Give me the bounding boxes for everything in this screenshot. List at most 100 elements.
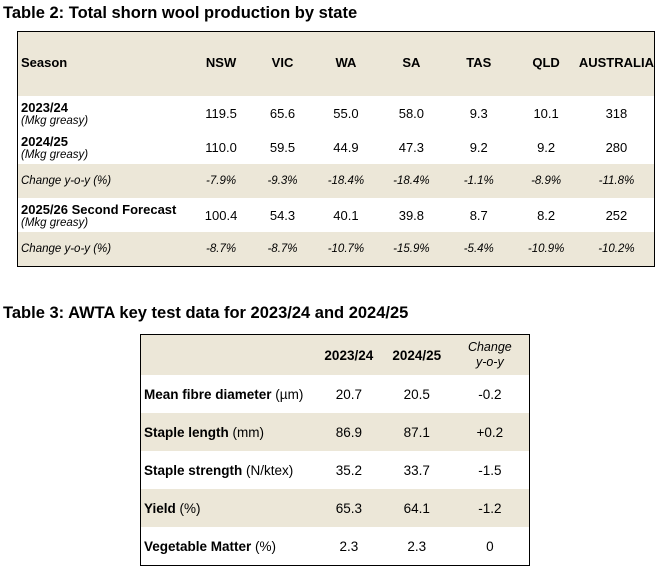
value-cell: 8.7 — [444, 198, 514, 232]
row-unit: (mm) — [228, 424, 264, 440]
value-cell: -11.8% — [578, 164, 655, 198]
change-header-line: y-o-y — [475, 355, 504, 369]
value-cell: 87.1 — [382, 413, 451, 451]
value-cell: -18.4% — [313, 164, 379, 198]
value-cell: 100.4 — [190, 198, 252, 232]
header-cell-change: Change y-o-y — [450, 334, 530, 375]
row-label-cell: 2023/24 (Mkg greasy) — [17, 96, 191, 130]
row-label-cell: Vegetable Matter (%) — [140, 527, 315, 566]
value-cell: -5.4% — [444, 232, 514, 267]
table-row: Mean fibre diameter (µm) 20.7 20.5 -0.2 — [140, 375, 530, 413]
wool-production-table: Season NSW VIC WA SA TAS QLD AUSTRALIA 2… — [17, 31, 655, 267]
value-cell: 318 — [578, 96, 655, 130]
table-row: Yield (%) 65.3 64.1 -1.2 — [140, 489, 530, 527]
row-label: Staple strength — [144, 462, 243, 478]
table-row: Staple strength (N/ktex) 35.2 33.7 -1.5 — [140, 451, 530, 489]
value-cell: -8.7% — [251, 232, 314, 267]
header-cell: 2024/25 — [382, 334, 451, 375]
value-cell: -1.5 — [450, 451, 530, 489]
table-row: Staple length (mm) 86.9 87.1 +0.2 — [140, 413, 530, 451]
value-cell: +0.2 — [450, 413, 530, 451]
header-cell — [140, 334, 315, 375]
header-cell: AUSTRALIA — [578, 31, 655, 92]
awta-test-data-table: 2023/24 2024/25 Change y-o-y Mean fibre … — [140, 334, 530, 566]
value-cell: 9.2 — [444, 130, 514, 164]
value-cell: 65.3 — [314, 489, 383, 527]
table-row: 2024/25 (Mkg greasy) 110.0 59.5 44.9 47.… — [17, 130, 655, 164]
table2-title: Table 2: Total shorn wool production by … — [3, 4, 358, 22]
row-label: Staple length — [144, 424, 229, 440]
row-unit: (%) — [251, 538, 277, 554]
header-cell: Season — [17, 31, 191, 92]
row-sublabel: (Mkg greasy) — [21, 216, 89, 229]
row-sublabel: (Mkg greasy) — [21, 114, 89, 127]
value-cell: -18.4% — [378, 164, 445, 198]
row-label: Yield — [144, 500, 176, 516]
row-label-cell: Staple strength (N/ktex) — [140, 451, 315, 489]
value-cell: 64.1 — [382, 489, 451, 527]
row-label: 2024/25 — [21, 133, 68, 149]
value-cell: 0 — [450, 527, 530, 566]
value-cell: 110.0 — [190, 130, 252, 164]
row-label: 2023/24 — [21, 99, 68, 115]
table-spacer-row — [17, 92, 655, 96]
value-cell: 40.1 — [313, 198, 379, 232]
value-cell: 9.3 — [444, 96, 514, 130]
value-cell: -7.9% — [190, 164, 252, 198]
header-cell: QLD — [513, 31, 579, 92]
row-label: 2025/26 Second Forecast — [21, 201, 177, 217]
value-cell: -0.2 — [450, 375, 530, 413]
value-cell: 9.2 — [513, 130, 579, 164]
value-cell: 44.9 — [313, 130, 379, 164]
value-cell: 54.3 — [251, 198, 314, 232]
value-cell: 39.8 — [378, 198, 445, 232]
change-header-line: Change — [467, 340, 512, 354]
row-label: Vegetable Matter — [144, 538, 252, 554]
row-unit: (%) — [175, 500, 201, 516]
row-label-cell: Mean fibre diameter (µm) — [140, 375, 315, 413]
value-cell: 20.7 — [314, 375, 383, 413]
value-cell: 33.7 — [382, 451, 451, 489]
value-cell: 8.2 — [513, 198, 579, 232]
value-cell: -10.2% — [578, 232, 655, 267]
table-header-row: Season NSW VIC WA SA TAS QLD AUSTRALIA — [17, 31, 655, 92]
value-cell: 55.0 — [313, 96, 379, 130]
value-cell: -15.9% — [378, 232, 445, 267]
table-row-change: Change y-o-y (%) -8.7% -8.7% -10.7% -15.… — [17, 232, 655, 267]
value-cell: 47.3 — [378, 130, 445, 164]
header-cell: SA — [378, 31, 445, 92]
value-cell: 86.9 — [314, 413, 383, 451]
value-cell: -1.2 — [450, 489, 530, 527]
row-label-cell: 2024/25 (Mkg greasy) — [17, 130, 191, 164]
row-label-cell: Staple length (mm) — [140, 413, 315, 451]
row-label: Change y-o-y (%) — [17, 164, 191, 198]
header-cell: TAS — [444, 31, 514, 92]
table-row: 2023/24 (Mkg greasy) 119.5 65.6 55.0 58.… — [17, 96, 655, 130]
value-cell: 252 — [578, 198, 655, 232]
value-cell: 35.2 — [314, 451, 383, 489]
header-cell: WA — [313, 31, 379, 92]
value-cell: 10.1 — [513, 96, 579, 130]
row-unit: (µm) — [271, 386, 304, 402]
value-cell: 2.3 — [314, 527, 383, 566]
value-cell: 65.6 — [251, 96, 314, 130]
value-cell: -9.3% — [251, 164, 314, 198]
value-cell: -8.7% — [190, 232, 252, 267]
value-cell: 58.0 — [378, 96, 445, 130]
header-cell: NSW — [190, 31, 252, 92]
row-label-cell: Yield (%) — [140, 489, 315, 527]
value-cell: -10.7% — [313, 232, 379, 267]
value-cell: -8.9% — [513, 164, 579, 198]
value-cell: 20.5 — [382, 375, 451, 413]
row-sublabel: (Mkg greasy) — [21, 148, 89, 161]
table-header-row: 2023/24 2024/25 Change y-o-y — [140, 334, 530, 375]
table-row: Vegetable Matter (%) 2.3 2.3 0 — [140, 527, 530, 566]
table-row: 2025/26 Second Forecast (Mkg greasy) 100… — [17, 198, 655, 232]
row-label: Mean fibre diameter — [144, 386, 272, 402]
header-cell: VIC — [251, 31, 314, 92]
row-label-cell: 2025/26 Second Forecast (Mkg greasy) — [17, 198, 191, 232]
value-cell: -1.1% — [444, 164, 514, 198]
value-cell: 59.5 — [251, 130, 314, 164]
value-cell: 119.5 — [190, 96, 252, 130]
row-label: Change y-o-y (%) — [17, 232, 191, 267]
